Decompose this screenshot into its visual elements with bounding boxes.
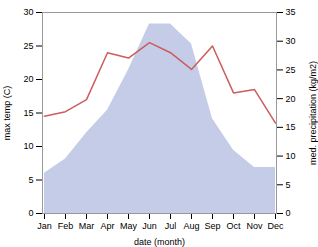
- svg-text:Jul: Jul: [165, 221, 177, 231]
- svg-text:5: 5: [28, 175, 33, 185]
- svg-text:20: 20: [23, 74, 33, 84]
- svg-text:30: 30: [286, 36, 296, 46]
- svg-text:med. precipitation (kg/m2): med. precipitation (kg/m2): [308, 61, 318, 165]
- svg-text:25: 25: [23, 41, 33, 51]
- svg-text:15: 15: [286, 122, 296, 132]
- svg-text:30: 30: [23, 7, 33, 17]
- svg-text:date (month): date (month): [134, 237, 185, 247]
- svg-text:10: 10: [23, 141, 33, 151]
- svg-text:Dec: Dec: [267, 221, 284, 231]
- svg-text:Jan: Jan: [37, 221, 52, 231]
- svg-text:5: 5: [286, 180, 291, 190]
- svg-text:35: 35: [286, 7, 296, 17]
- svg-text:Aug: Aug: [183, 221, 199, 231]
- svg-text:20: 20: [286, 94, 296, 104]
- svg-text:max temp (C): max temp (C): [2, 86, 12, 141]
- svg-text:Oct: Oct: [226, 221, 241, 231]
- svg-text:Feb: Feb: [58, 221, 74, 231]
- svg-text:0: 0: [28, 208, 33, 218]
- svg-text:0: 0: [286, 208, 291, 218]
- svg-text:15: 15: [23, 108, 33, 118]
- svg-text:Apr: Apr: [100, 221, 114, 231]
- svg-text:Nov: Nov: [246, 221, 263, 231]
- svg-text:Sep: Sep: [204, 221, 220, 231]
- svg-text:25: 25: [286, 65, 296, 75]
- svg-text:May: May: [120, 221, 138, 231]
- svg-text:10: 10: [286, 151, 296, 161]
- svg-text:Jun: Jun: [142, 221, 157, 231]
- svg-text:Mar: Mar: [79, 221, 95, 231]
